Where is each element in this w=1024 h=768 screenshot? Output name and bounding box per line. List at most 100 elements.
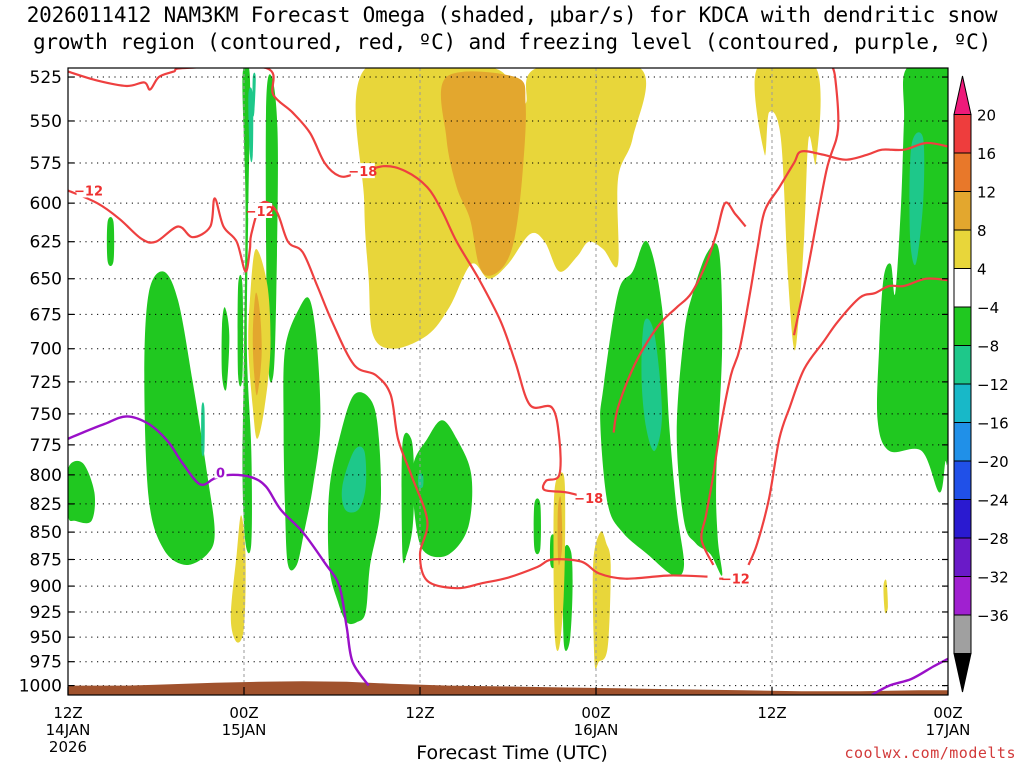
omega-region--8	[252, 72, 256, 117]
terrain-ground	[68, 681, 948, 695]
omega-region--4	[401, 432, 415, 564]
y-tick-label: 725	[30, 373, 62, 393]
colorbar-label: −12	[977, 376, 1009, 394]
colorbar-swatch	[953, 537, 972, 577]
colorbar-swatch	[953, 499, 972, 539]
x-axis-label: Forecast Time (UTC)	[416, 742, 608, 764]
credit-link[interactable]: coolwx.com/modelts	[844, 744, 1016, 762]
omega-region--8	[201, 402, 205, 457]
colorbar-swatch	[953, 614, 972, 654]
colorbar-swatch	[953, 345, 972, 385]
omega-region-8	[440, 71, 526, 276]
omega-region--8	[909, 132, 925, 266]
y-axis: 525 550 575 600 625 650 675 700 725 750 775 800 825 8…	[19, 68, 948, 697]
colorbar-swatch	[953, 576, 972, 616]
dgz-label-bg	[350, 163, 375, 179]
y-tick-label: 700	[30, 340, 62, 360]
omega-region-4	[230, 515, 246, 643]
colorbar-label: −4	[977, 299, 999, 317]
omega-region-4	[592, 531, 611, 670]
y-tick-label: 625	[30, 233, 62, 253]
colorbar-swatch	[953, 268, 972, 308]
y-tick-label: 900	[30, 577, 62, 597]
omega-region-4	[754, 68, 821, 351]
dgz-contour	[68, 189, 708, 590]
dgz-contour	[747, 277, 948, 566]
omega-region--4	[242, 68, 252, 554]
colorbar-swatch	[953, 383, 972, 423]
x-axis: 12Z 14JAN 2026 00Z 15JAN 12Z 00Z 16JAN 12Z 00Z 17J…	[46, 687, 971, 756]
omega-region--8	[417, 473, 424, 489]
colorbar-label: −32	[977, 569, 1009, 587]
y-tick-label: 800	[30, 466, 62, 486]
terrain-layer	[68, 681, 948, 695]
y-tick-label: 575	[30, 154, 62, 174]
y-tick-label: 525	[30, 68, 62, 88]
x-tick-label: 12Z	[757, 704, 786, 722]
omega-region--4	[237, 274, 244, 387]
colorbar-label: −24	[977, 492, 1009, 510]
omega-region--8	[641, 318, 662, 452]
colorbar-swatch	[953, 152, 972, 192]
y-tick-label: 1000	[19, 677, 62, 697]
freezing-level-contours	[68, 415, 948, 695]
omega-region--8	[341, 446, 367, 513]
colorbar-label: 8	[977, 222, 987, 240]
y-tick-label: 750	[30, 405, 62, 425]
x-tick-label: 12Z	[405, 704, 434, 722]
colorbar: 20 16 12 8 4 −4 −8 −12 −16 −20 −24 −28 −32 −36	[953, 75, 1009, 693]
dgz-label-bg	[248, 202, 273, 218]
omega-region-8	[557, 496, 563, 566]
chart-title: 2026011412 NAM3KM Forecast Omega (shaded…	[0, 2, 1024, 56]
colorbar-label: −20	[977, 453, 1009, 471]
x-tick-label: 00Z 15JAN	[222, 704, 267, 739]
colorbar-swatch	[953, 460, 972, 500]
y-tick-label: 825	[30, 495, 62, 515]
colorbar-swatch	[953, 422, 972, 462]
freezing-level-contour	[871, 657, 948, 695]
x-tick-label: 12Z 14JAN 2026	[46, 704, 91, 756]
colorbar-swatch	[953, 306, 972, 346]
y-tick-label: 925	[30, 603, 62, 623]
colorbar-swatch	[953, 75, 972, 115]
omega-region--4	[876, 68, 948, 493]
dgz-contour	[612, 201, 747, 433]
colorbar-swatch	[953, 114, 972, 154]
omega-region--4	[68, 460, 96, 524]
y-tick-label: 850	[30, 523, 62, 543]
freezing-label-bg	[214, 464, 227, 479]
x-tick-label: 00Z 16JAN	[574, 704, 619, 739]
dgz-contours	[68, 68, 948, 590]
y-tick-label: 675	[30, 305, 62, 325]
dgz-contour	[700, 141, 948, 566]
y-tick-label: 775	[30, 436, 62, 456]
colorbar-label: 4	[977, 261, 987, 279]
y-tick-label: 600	[30, 194, 62, 214]
y-tick-label: 975	[30, 653, 62, 673]
colorbar-label: −16	[977, 415, 1009, 433]
omega-region--4	[144, 271, 215, 565]
colorbar-label: −28	[977, 530, 1009, 548]
colorbar-label: 20	[977, 107, 996, 125]
omega-region--4	[533, 498, 541, 555]
omega-region-8	[252, 292, 262, 396]
dgz-contour-label: −18	[348, 165, 377, 180]
grid-lines	[68, 68, 948, 695]
freezing-level-label: 0	[216, 466, 225, 481]
colorbar-swatch	[953, 191, 972, 231]
colorbar-label: −8	[977, 338, 999, 356]
y-tick-label: 650	[30, 270, 62, 290]
dgz-contour	[68, 68, 589, 500]
x-tick-label: 00Z 17JAN	[926, 704, 971, 739]
y-tick-label: 950	[30, 628, 62, 648]
chart-title-line1: 2026011412 NAM3KM Forecast Omega (shaded…	[26, 3, 998, 27]
omega-region--4	[562, 544, 573, 651]
dgz-label-bg	[76, 182, 101, 198]
dgz-contour-label: −12	[246, 205, 275, 220]
freezing-level-contour	[68, 415, 370, 687]
dgz-contour-label: −12	[74, 184, 103, 199]
colorbar-swatch	[953, 653, 972, 693]
omega-region-4	[883, 579, 888, 614]
omega-region--8	[248, 87, 254, 163]
